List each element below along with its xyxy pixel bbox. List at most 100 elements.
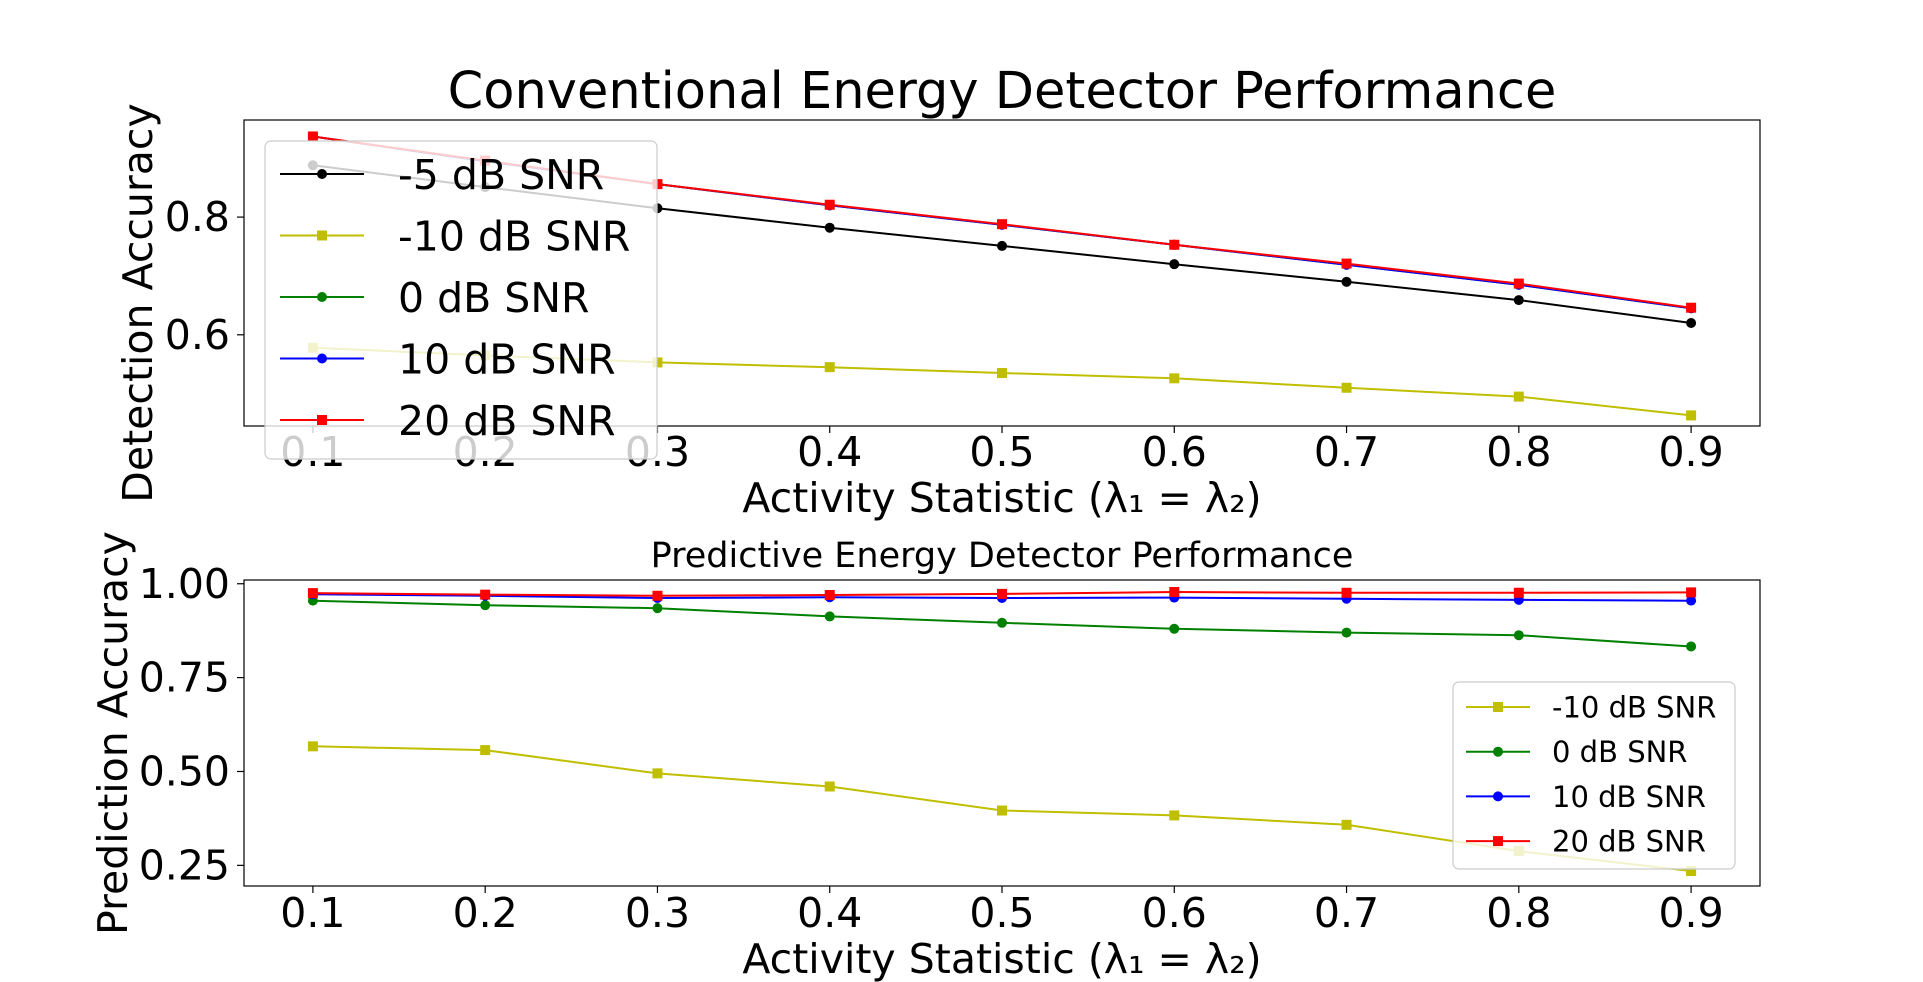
detection-chart-xtick-label: 0.5 (969, 428, 1034, 476)
prediction-chart-legend-marker (1493, 702, 1503, 712)
detection-chart-xtick-label: 0.8 (1486, 428, 1551, 476)
prediction-chart-series-10-db-snr-point (1686, 595, 1697, 606)
prediction-chart-ticks: 0.1 0.2 0.3 0.4 0.5 0.6 0.7 0.8 0.9 0.25 0.50 0.75 1… (139, 560, 1724, 937)
detection-chart-legend-entry: 20 dB SNR (280, 397, 616, 445)
prediction-chart-series-20-db-snr-point (1513, 587, 1524, 598)
prediction-chart-series-10-db-snr-point (652, 768, 663, 779)
detection-chart-legend-label: -5 dB SNR (398, 151, 604, 199)
detection-chart-series-5-db-snr-point (1513, 295, 1524, 306)
prediction-chart-series (307, 587, 1697, 876)
prediction-chart-legend-label: -10 dB SNR (1552, 690, 1716, 724)
detection-chart-series-20-db-snr-point (1169, 239, 1180, 250)
detection-chart-series-5-db-snr-point (997, 240, 1007, 251)
detection-chart-ytick-label: 0.8 (165, 193, 230, 241)
detection-chart-series-5-db-snr-point (1686, 318, 1697, 329)
prediction-chart-legend-entry: 0 dB SNR (1466, 735, 1687, 769)
detection-chart-series-20-db-snr-point (1686, 302, 1697, 313)
prediction-chart-title: Predictive Energy Detector Performance (651, 536, 1354, 576)
detection-chart-series-10-db-snr-point (1513, 391, 1524, 402)
detection-chart-frame (243, 119, 1761, 427)
prediction-chart-xtick-label: 0.2 (453, 889, 518, 937)
detection-chart-legend-entry: 0 dB SNR (280, 274, 590, 322)
prediction-chart-xlabel: Activity Statistic (λ₁ = λ₂) (742, 935, 1261, 982)
prediction-chart-legend-label: 0 dB SNR (1552, 735, 1687, 769)
prediction-chart-series-20-db-snr-point (307, 588, 318, 599)
prediction-chart-xtick-label: 0.7 (1314, 889, 1379, 937)
prediction-chart-legend-box (1452, 681, 1736, 870)
prediction-chart-series-0-db-snr-point (1513, 630, 1524, 641)
prediction-chart-series-0-db-snr-point (1686, 641, 1697, 652)
detection-chart-xtick-label: 0.9 (1658, 428, 1723, 476)
detection-chart-legend-entry: 10 dB SNR (280, 335, 616, 383)
prediction-chart-ylabel: Prediction Accuracy (89, 531, 137, 935)
prediction-chart-series-20-db-snr-point (1341, 587, 1352, 598)
prediction-chart-xtick-label: 0.8 (1486, 889, 1551, 937)
detection-chart-legend-entry: -10 dB SNR (280, 212, 630, 260)
detection-chart-series-5-db-snr-point (1169, 259, 1180, 270)
prediction-chart-series-10-db-snr-point (480, 745, 491, 756)
detection-chart-legend-box (264, 140, 658, 460)
detection-chart-series-10-db-snr-point (997, 368, 1007, 379)
detection-chart-xtick-label: 0.7 (1314, 428, 1379, 476)
detection-chart: Conventional Energy Detector Performance… (114, 62, 1761, 522)
prediction-chart-series-10-db-snr-point (997, 805, 1007, 816)
prediction-chart-legend-entry: -10 dB SNR (1466, 690, 1716, 724)
prediction-chart-legend-marker (1493, 746, 1503, 757)
detection-chart-series-20-db-snr-point (1341, 258, 1352, 269)
prediction-chart-series-10-db-snr-point (1686, 865, 1697, 876)
prediction-chart-series-0-db-snr-point (824, 611, 835, 622)
prediction-chart-series-20-db-snr-point (480, 589, 491, 600)
detection-chart-legend-label: 0 dB SNR (398, 274, 590, 322)
prediction-chart-series-10-db-snr-point (1169, 810, 1180, 821)
prediction-chart-series-20-db-snr-point (1169, 587, 1180, 598)
detection-chart-title: Conventional Energy Detector Performance (448, 62, 1557, 121)
prediction-chart-xtick-label: 0.4 (797, 889, 862, 937)
detection-chart-series-10-db-snr-point (824, 362, 835, 373)
prediction-chart-ytick-label: 0.75 (139, 654, 230, 702)
detection-chart-series-10-db-snr-point (1686, 410, 1697, 421)
detection-chart-legend: -5 dB SNR -10 dB SNR 0 dB SNR 10 dB SNR 20 d… (264, 140, 658, 460)
detection-chart-ylabel: Detection Accuracy (114, 103, 162, 502)
prediction-chart-series-0-db-snr-point (1341, 627, 1352, 638)
prediction-chart-ytick-label: 0.50 (139, 747, 230, 795)
detection-chart-legend-marker (317, 230, 327, 241)
prediction-chart-xtick-label: 0.1 (280, 889, 345, 937)
prediction-chart-series-20-db-snr (307, 587, 1697, 601)
detection-chart-legend-label: 20 dB SNR (398, 397, 616, 445)
detection-chart-legend-marker (317, 353, 327, 364)
detection-chart-series-10-db-snr-point (1341, 382, 1352, 393)
prediction-chart-series-20-db-snr-point (997, 588, 1007, 599)
detection-chart-series-20-db-snr-point (1513, 278, 1524, 289)
detection-chart-legend-label: -10 dB SNR (398, 212, 630, 260)
detection-chart-legend-marker (317, 169, 327, 179)
detection-chart-series-5-db-snr-point (824, 222, 835, 233)
detection-chart-legend-marker (317, 415, 327, 425)
prediction-chart-series-20-db-snr-point (1686, 587, 1697, 598)
prediction-chart-legend-label: 20 dB SNR (1552, 825, 1706, 859)
detection-chart-xtick-label: 0.4 (797, 428, 862, 476)
prediction-chart-series-0-db-snr (307, 595, 1697, 652)
detection-chart-legend-entry: -5 dB SNR (280, 151, 604, 199)
prediction-chart-legend-entry: 20 dB SNR (1466, 825, 1706, 859)
prediction-chart-series-10-db-snr-point (1341, 819, 1352, 830)
detection-chart-series-20-db-snr-point (997, 219, 1007, 230)
prediction-chart-ytick-label: 0.25 (139, 841, 230, 889)
prediction-chart-xtick-label: 0.6 (1142, 889, 1207, 937)
detection-chart-legend-label: 10 dB SNR (398, 335, 616, 383)
detection-chart-series-10-db-snr-point (1169, 373, 1180, 384)
detection-chart-xtick-label: 0.6 (1142, 428, 1207, 476)
detection-chart-xlabel: Activity Statistic (λ₁ = λ₂) (742, 474, 1261, 522)
prediction-chart-frame (243, 579, 1761, 887)
prediction-chart-xtick-label: 0.5 (969, 889, 1034, 937)
prediction-chart-legend-entry: 10 dB SNR (1466, 780, 1706, 814)
prediction-chart-series-10-db-snr-point (824, 781, 835, 792)
detection-chart-series-5-db-snr-point (1341, 276, 1352, 287)
detection-chart-series-20-db-snr-point (307, 131, 318, 142)
prediction-chart-ytick-label: 1.00 (139, 560, 230, 608)
prediction-chart-series-10-db-snr-point (307, 741, 318, 752)
prediction-chart-series-0-db-snr-point (652, 603, 663, 614)
prediction-chart: Predictive Energy Detector Performance A… (89, 531, 1761, 982)
detection-chart-ytick-label: 0.6 (165, 311, 230, 359)
prediction-chart-legend: -10 dB SNR 0 dB SNR 10 dB SNR 20 dB SNR (1452, 681, 1736, 870)
